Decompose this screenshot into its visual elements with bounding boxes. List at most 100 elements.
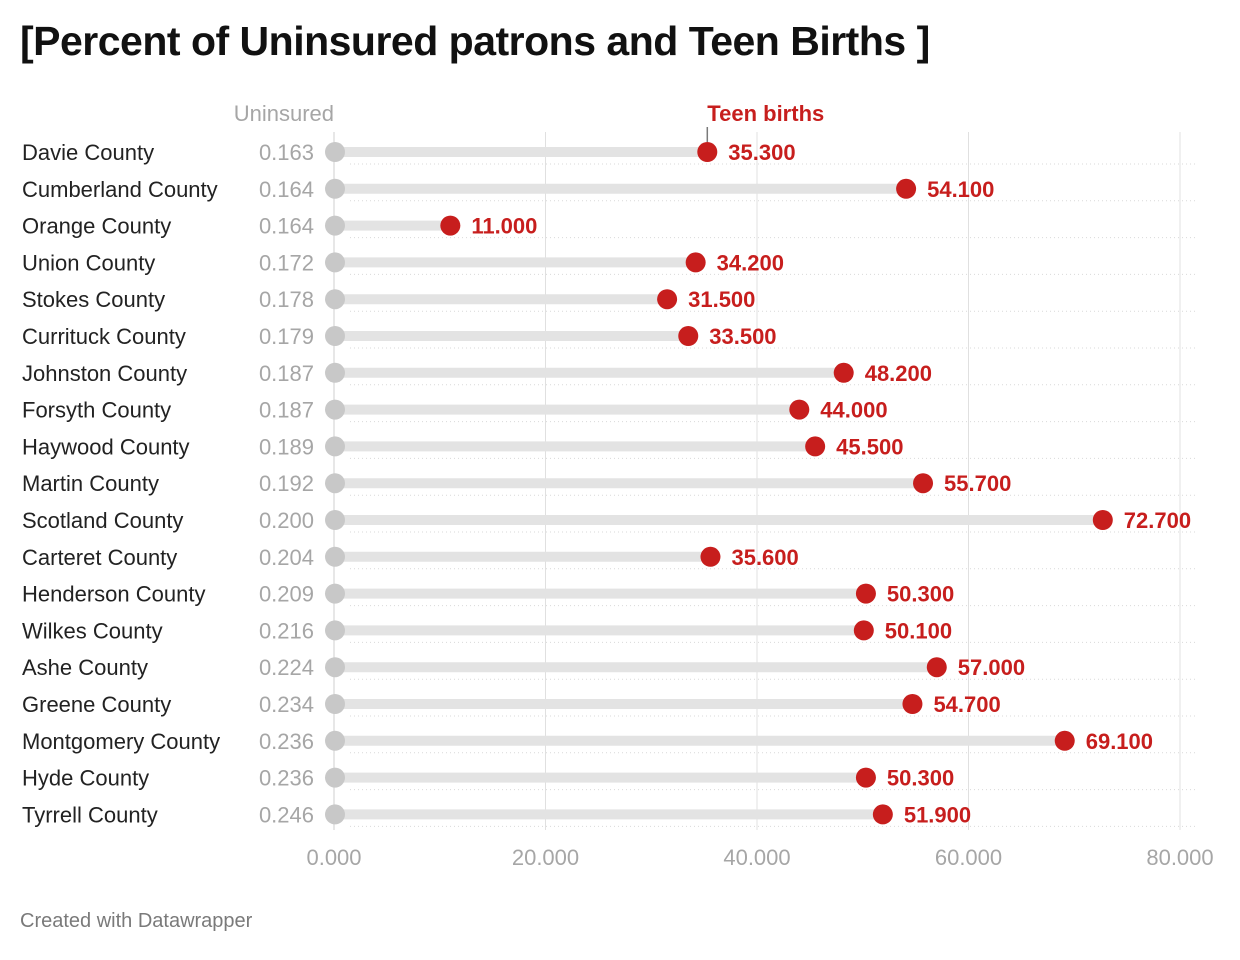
x-tick-label: 40.000 [723, 845, 790, 870]
teen-births-dot [872, 804, 893, 825]
teen-births-dot [657, 289, 678, 310]
teen-births-value-label: 50.300 [887, 766, 954, 791]
uninsured-dot [325, 252, 345, 273]
uninsured-dot [325, 142, 345, 162]
teen-births-dot [902, 694, 923, 714]
county-label: Hyde County [22, 766, 149, 791]
uninsured-dot [325, 694, 345, 714]
teen-births-value-label: 57.000 [958, 655, 1025, 680]
uninsured-dot [325, 583, 345, 604]
uninsured-value-label: 0.164 [259, 214, 314, 239]
uninsured-value-label: 0.172 [259, 250, 314, 275]
uninsured-column-header: Uninsured [234, 101, 334, 126]
uninsured-value-label: 0.179 [259, 324, 314, 349]
uninsured-value-label: 0.192 [259, 471, 314, 496]
teen-births-value-label: 33.500 [709, 324, 776, 349]
teen-births-dot [853, 620, 874, 641]
county-label: Carteret County [22, 545, 177, 570]
uninsured-value-label: 0.209 [259, 582, 314, 607]
uninsured-value-label: 0.246 [259, 802, 314, 827]
teen-births-value-label: 54.700 [933, 692, 1000, 717]
x-tick-label: 80.000 [1146, 845, 1213, 870]
teen-births-value-label: 11.000 [471, 214, 537, 239]
uninsured-value-label: 0.200 [259, 508, 314, 533]
teen-births-dot [678, 326, 699, 346]
county-label: Scotland County [22, 508, 183, 533]
uninsured-dot [325, 657, 345, 678]
teen-births-dot [440, 215, 461, 236]
uninsured-dot [325, 767, 345, 788]
teen-births-value-label: 72.700 [1124, 508, 1191, 533]
teen-births-value-label: 35.600 [731, 545, 798, 570]
county-label: Davie County [22, 140, 154, 165]
teen-births-dot [855, 583, 876, 604]
teen-births-value-label: 34.200 [717, 250, 784, 275]
x-tick-label: 60.000 [935, 845, 1002, 870]
uninsured-dot [325, 178, 345, 199]
uninsured-dot [325, 804, 345, 825]
county-label: Ashe County [22, 655, 148, 680]
teen-births-value-label: 50.300 [887, 582, 954, 607]
uninsured-value-label: 0.224 [259, 655, 314, 680]
teen-births-dot [855, 767, 876, 788]
uninsured-dot [325, 436, 345, 457]
county-label: Stokes County [22, 287, 165, 312]
teen-births-value-label: 54.100 [927, 177, 994, 202]
county-label: Currituck County [22, 324, 186, 349]
teen-births-dot [789, 399, 810, 420]
uninsured-value-label: 0.187 [259, 398, 314, 423]
teen-births-dot [896, 178, 917, 199]
county-label: Forsyth County [22, 398, 171, 423]
county-label: Union County [22, 250, 155, 275]
uninsured-dot [325, 362, 345, 383]
uninsured-value-label: 0.236 [259, 729, 314, 754]
county-label: Orange County [22, 214, 171, 239]
teen-births-value-label: 69.100 [1086, 729, 1153, 754]
county-label: Wilkes County [22, 618, 163, 643]
uninsured-value-label: 0.189 [259, 434, 314, 459]
x-tick-label: 0.000 [306, 845, 361, 870]
teen-births-value-label: 55.700 [944, 471, 1011, 496]
teen-births-dot [1054, 730, 1075, 751]
teen-births-dot [685, 252, 706, 273]
chart-title: [Percent of Uninsured patrons and Teen B… [20, 18, 930, 64]
uninsured-dot [325, 510, 345, 530]
uninsured-value-label: 0.178 [259, 287, 314, 312]
county-label: Greene County [22, 692, 171, 717]
county-label: Cumberland County [22, 177, 218, 202]
uninsured-dot [325, 473, 345, 494]
teen-births-dot [926, 657, 947, 678]
teen-births-dot [805, 436, 826, 457]
x-tick-label: 20.000 [512, 845, 579, 870]
county-label: Johnston County [22, 361, 187, 386]
teen-births-value-label: 51.900 [904, 802, 971, 827]
teen-births-column-header: Teen births [707, 101, 824, 126]
teen-births-value-label: 35.300 [728, 140, 795, 165]
uninsured-value-label: 0.236 [259, 766, 314, 791]
uninsured-dot [325, 215, 345, 236]
uninsured-dot [325, 546, 345, 567]
uninsured-value-label: 0.187 [259, 361, 314, 386]
uninsured-value-label: 0.216 [259, 618, 314, 643]
uninsured-value-label: 0.204 [259, 545, 314, 570]
uninsured-value-label: 0.164 [259, 177, 314, 202]
county-label: Tyrrell County [22, 802, 158, 827]
uninsured-dot [325, 289, 345, 310]
teen-births-value-label: 50.100 [885, 618, 952, 643]
county-label: Henderson County [22, 582, 205, 607]
county-label: Martin County [22, 471, 159, 496]
uninsured-dot [325, 399, 345, 420]
teen-births-value-label: 48.200 [865, 361, 932, 386]
uninsured-dot [325, 730, 345, 751]
teen-births-dot [700, 546, 721, 567]
teen-births-value-label: 31.500 [688, 287, 755, 312]
county-label: Montgomery County [22, 729, 220, 754]
footer-credit: Created with Datawrapper [20, 910, 253, 932]
uninsured-dot [325, 326, 345, 346]
teen-births-dot [697, 142, 718, 162]
uninsured-value-label: 0.234 [259, 692, 314, 717]
teen-births-value-label: 45.500 [836, 434, 903, 459]
uninsured-dot [325, 620, 345, 641]
county-label: Haywood County [22, 434, 190, 459]
